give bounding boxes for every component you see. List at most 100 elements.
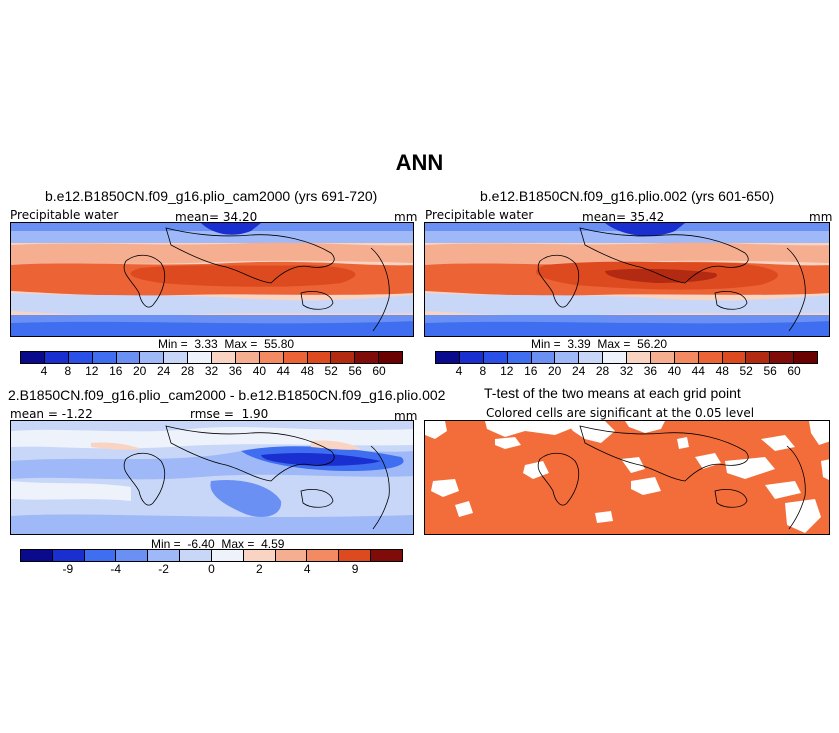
panel1-units: mm xyxy=(394,210,418,224)
colorbar-tick-label: 56 xyxy=(348,364,362,378)
colorbar-tick-label: 48 xyxy=(300,364,314,378)
colorbar-swatch xyxy=(44,352,69,363)
panel1-map-field xyxy=(11,223,413,336)
colorbar-tick-label: 56 xyxy=(763,364,777,378)
colorbar-swatch xyxy=(259,352,284,363)
colorbar-tick-label: -9 xyxy=(62,562,74,576)
panel3-max-value: 4.59 xyxy=(261,537,285,551)
colorbar-swatch xyxy=(92,352,117,363)
panel3-rmse: rmse = 1.90 xyxy=(190,407,269,421)
panel1-min-value: 3.33 xyxy=(194,337,218,351)
panel3-map-field xyxy=(11,421,413,534)
colorbar-tick-label: 20 xyxy=(133,364,147,378)
colorbar-tick-label: 16 xyxy=(109,364,123,378)
colorbar-tick-label: 40 xyxy=(252,364,267,378)
colorbar-swatch xyxy=(531,352,556,363)
colorbar-swatch xyxy=(21,550,53,561)
colorbar-swatch xyxy=(603,352,627,363)
colorbar-swatch xyxy=(770,352,795,363)
colorbar-swatch xyxy=(331,352,356,363)
colorbar-tick-label: 16 xyxy=(524,364,538,378)
colorbar-swatch xyxy=(371,550,402,561)
colorbar-swatch xyxy=(355,352,380,363)
panel4-map xyxy=(424,420,830,535)
panel4-map-field xyxy=(425,421,829,534)
panel2-min-value: 3.39 xyxy=(567,337,591,351)
colorbar-swatch xyxy=(68,352,93,363)
panel2-minmax: Min = 3.39 Max = 56.20 xyxy=(528,337,671,351)
colorbar-swatch xyxy=(275,550,308,561)
panel1-title: b.e12.B1850CN.f09_g16.plio_cam2000 (yrs … xyxy=(45,188,378,204)
colorbar-tick-label: -4 xyxy=(110,562,122,576)
panel2-variable-label: Precipitable water xyxy=(425,208,534,222)
colorbar-tick-label: 28 xyxy=(180,364,195,378)
panel2-colorbar-ticks: 4 8 12 16 20 24 28 32 36 40 44 48 52 56 60 xyxy=(435,364,818,378)
panel2-units: mm xyxy=(809,210,833,224)
panel3-colorbar xyxy=(20,549,403,562)
colorbar-swatch xyxy=(148,550,181,561)
colorbar-tick-label: 52 xyxy=(739,364,753,378)
panel2-colorbar xyxy=(435,351,818,364)
colorbar-swatch xyxy=(483,352,508,363)
colorbar-swatch xyxy=(243,550,276,561)
colorbar-swatch xyxy=(307,550,340,561)
panel1-minmax: Min = 3.33 Max = 55.80 xyxy=(155,337,298,351)
colorbar-swatch xyxy=(140,352,165,363)
panel3-rmse-value: 1.90 xyxy=(241,407,269,421)
panel2-mean-value: 35.42 xyxy=(629,210,665,224)
colorbar-tick-label: 36 xyxy=(228,364,243,378)
panel2-map-field xyxy=(425,223,829,336)
panel2-title: b.e12.B1850CN.f09_g16.plio.002 (yrs 601-… xyxy=(480,188,775,204)
colorbar-swatch xyxy=(579,352,604,363)
colorbar-swatch xyxy=(555,352,580,363)
colorbar-tick-label: 28 xyxy=(595,364,610,378)
panel1-colorbar xyxy=(20,351,403,364)
colorbar-swatch xyxy=(283,352,308,363)
colorbar-tick-label: 8 xyxy=(64,364,72,378)
panel2-max-value: 56.20 xyxy=(637,337,668,351)
panel1-map xyxy=(10,222,414,337)
colorbar-swatch xyxy=(459,352,484,363)
colorbar-tick-label: 52 xyxy=(324,364,338,378)
panel1-variable-label: Precipitable water xyxy=(10,208,119,222)
colorbar-tick-label: 12 xyxy=(500,364,514,378)
colorbar-tick-label: 24 xyxy=(156,364,171,378)
panel2-mean: mean= 35.42 xyxy=(582,210,665,224)
colorbar-tick-label: 0 xyxy=(208,562,215,576)
colorbar-tick-label: 12 xyxy=(85,364,99,378)
panel3-mean: mean = -1.22 xyxy=(10,407,93,421)
colorbar-tick-label: 48 xyxy=(715,364,729,378)
colorbar-swatch xyxy=(180,550,212,561)
colorbar-tick-label: 20 xyxy=(548,364,562,378)
panel2-map xyxy=(424,222,830,337)
colorbar-tick-label: 4 xyxy=(303,562,311,576)
colorbar-swatch xyxy=(627,352,651,363)
colorbar-swatch xyxy=(211,550,244,561)
colorbar-tick-label: 60 xyxy=(372,364,386,378)
colorbar-tick-label: 44 xyxy=(276,364,290,378)
colorbar-swatch xyxy=(21,352,45,363)
colorbar-swatch xyxy=(116,550,149,561)
colorbar-swatch xyxy=(212,352,236,363)
colorbar-swatch xyxy=(235,352,260,363)
colorbar-tick-label: 44 xyxy=(691,364,705,378)
colorbar-swatch xyxy=(794,352,817,363)
colorbar-tick-label: 36 xyxy=(643,364,658,378)
colorbar-swatch xyxy=(84,550,117,561)
colorbar-swatch xyxy=(116,352,141,363)
colorbar-swatch xyxy=(307,352,332,363)
panel3-title: 2.B1850CN.f09_g16.plio_cam2000 - b.e12.B… xyxy=(8,387,446,403)
colorbar-tick-label: 4 xyxy=(40,364,48,378)
panel1-mean-value: 34.20 xyxy=(222,210,258,224)
panel3-min-value: -6.40 xyxy=(187,537,215,551)
colorbar-tick-label: 60 xyxy=(787,364,801,378)
panel3-mean-value: -1.22 xyxy=(61,407,93,421)
colorbar-swatch xyxy=(339,550,372,561)
panel3-map xyxy=(10,420,414,535)
panel3-units: mm xyxy=(394,409,418,423)
colorbar-tick-label: 9 xyxy=(351,562,359,576)
colorbar-tick-label: 40 xyxy=(667,364,682,378)
colorbar-swatch xyxy=(52,550,85,561)
colorbar-tick-label: -2 xyxy=(158,562,169,576)
colorbar-swatch xyxy=(722,352,747,363)
